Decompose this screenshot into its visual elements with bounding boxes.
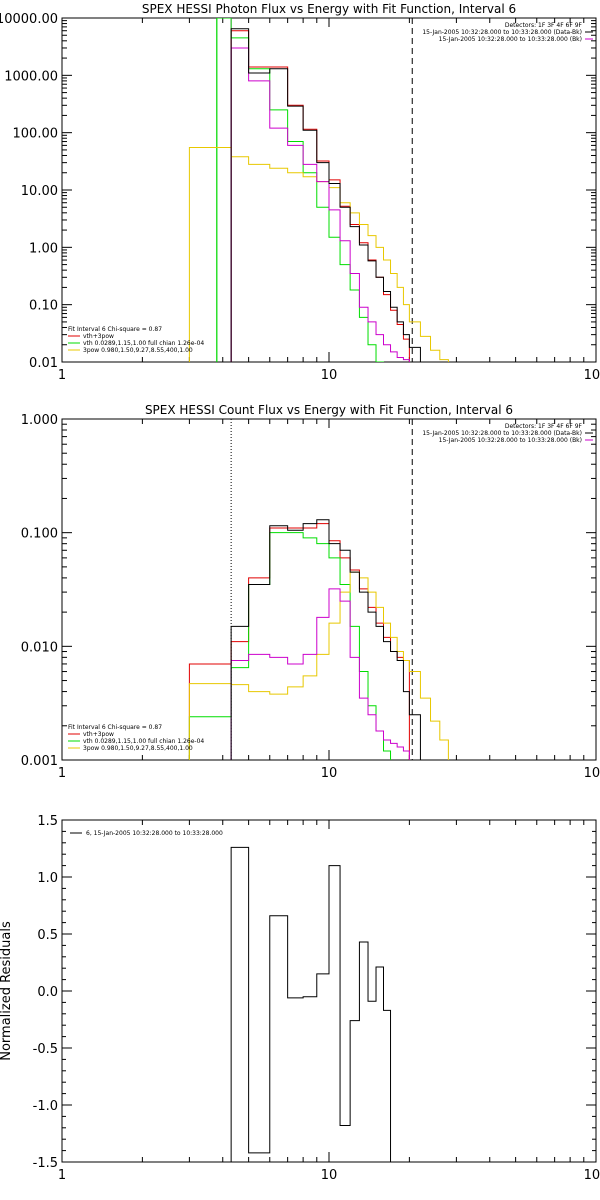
legend-entry: vth+3pow: [83, 333, 114, 340]
y-tick-label: 1.5: [37, 814, 58, 829]
x-tick-label: 1: [58, 368, 66, 383]
x-tick-label: 100: [584, 766, 600, 781]
series-line-3: [230, 588, 410, 760]
series-group: [188, 519, 449, 760]
legend-entry: 3pow 0.980,1.50,9.27,8.55,400,1.00: [83, 347, 193, 354]
y-tick-label: 0.100: [21, 527, 58, 542]
y-tick-label: 1000.00: [4, 69, 58, 84]
legend-entry: 6, 15-Jan-2005 10:32:28.000 to 10:33:28.…: [86, 830, 223, 837]
x-tick-label: 10: [321, 368, 338, 383]
series-line-1: [188, 532, 392, 760]
series-line-4: [230, 28, 421, 362]
header-line: Detectors: 1F 3F 4F 6F 9F: [505, 22, 583, 29]
fit-header: Fit Interval 6 Chi-square = 0.87: [68, 326, 162, 333]
y-tick-label: 10000.00: [0, 12, 58, 27]
y-tick-label: 0.5: [37, 928, 58, 943]
legend-entry: 3pow 0.980,1.50,9.27,8.55,400,1.00: [83, 745, 193, 752]
y-tick-label: -1.0: [33, 1099, 58, 1114]
header-line: 15-Jan-2005 10:32:28.000 to 10:33:28.000…: [439, 437, 582, 444]
y-tick-label: -0.5: [33, 1042, 58, 1057]
x-tick-label: 1: [58, 766, 66, 781]
x-tick-label: 100: [584, 368, 600, 383]
series-line-1: [216, 18, 384, 362]
series-group: [230, 846, 410, 1162]
y-tick-label: 0.010: [21, 640, 58, 655]
fit-header: Fit Interval 6 Chi-square = 0.87: [68, 724, 162, 731]
chart-title: SPEX HESSI Photon Flux vs Energy with Fi…: [142, 2, 516, 16]
y-tick-label: 10.00: [21, 184, 58, 199]
series-group: [188, 18, 449, 362]
x-tick-label: 1: [58, 1168, 66, 1183]
series-line-3: [230, 47, 410, 362]
y-tick-label: 100.00: [13, 127, 59, 142]
x-tick-label: 10: [321, 766, 338, 781]
header-line: 15-Jan-2005 10:32:28.000 to 10:33:28.000…: [422, 29, 582, 36]
chart-title: SPEX HESSI Count Flux vs Energy with Fit…: [145, 403, 513, 417]
legend-entry: vth 0.0289,1.15,1.00 full chian 1.26e-04: [83, 738, 204, 745]
y-tick-label: 1.000: [21, 413, 58, 428]
y-tick-label: -1.5: [33, 1156, 58, 1171]
series-line-4: [230, 519, 421, 760]
series-line-2: [188, 147, 449, 362]
y-tick-label: 0.001: [21, 754, 58, 769]
y-tick-label: 0.10: [29, 299, 58, 314]
x-tick-label: 100: [584, 1168, 600, 1183]
legend-entry: vth+3pow: [83, 731, 114, 738]
y-tick-label: 0.01: [29, 356, 58, 371]
header-line: 15-Jan-2005 10:32:28.000 to 10:33:28.000…: [422, 430, 582, 437]
series-line-2: [188, 571, 449, 760]
header-line: 15-Jan-2005 10:32:28.000 to 10:33:28.000…: [439, 36, 582, 43]
y-tick-label: 1.0: [37, 871, 58, 886]
header-line: Detectors: 1F 3F 4F 6F 9F: [505, 423, 583, 430]
y-tick-label: 1.00: [29, 241, 58, 256]
y-tick-label: 0.0: [37, 985, 58, 1000]
series-line-0: [230, 846, 410, 1162]
legend-entry: vth 0.0289,1.15,1.00 full chian 1.26e-04: [83, 340, 204, 347]
y-axis-label: Normalized Residuals: [0, 921, 14, 1061]
x-tick-label: 10: [321, 1168, 338, 1183]
